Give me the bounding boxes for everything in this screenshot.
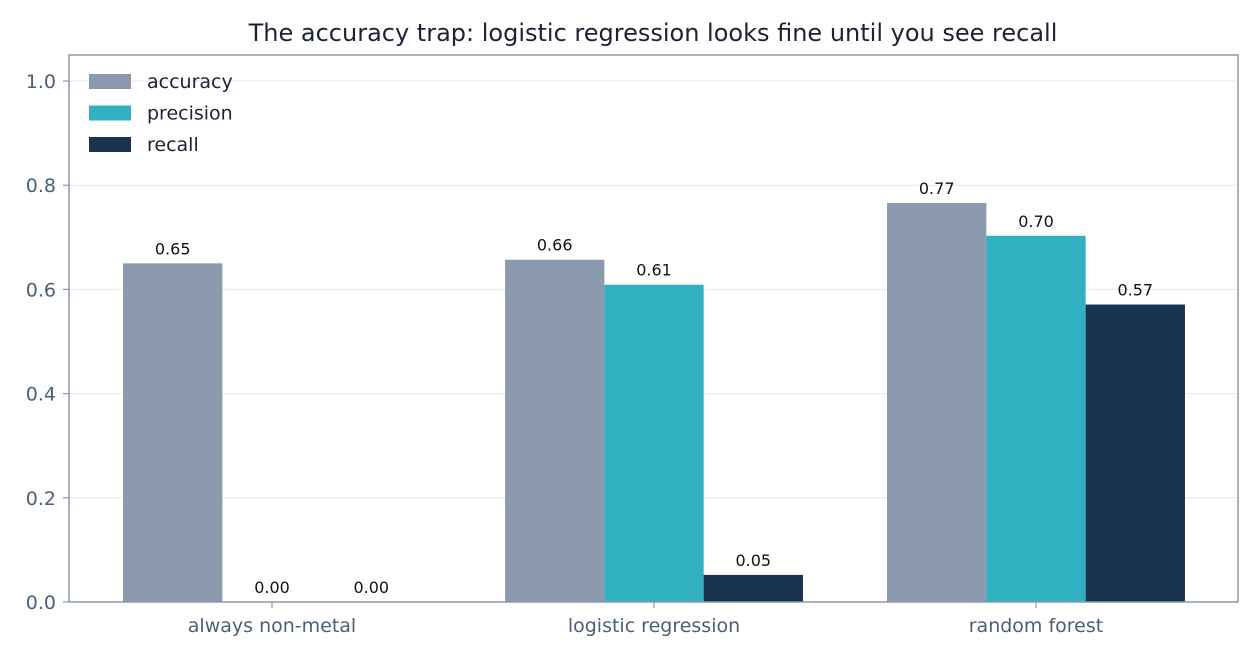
bar-accuracy: [505, 259, 605, 602]
bar-value-label: 0.61: [636, 261, 672, 280]
bar-recall: [703, 574, 803, 602]
legend-swatch-recall: [89, 137, 131, 152]
legend: accuracy precision recall: [89, 71, 233, 156]
x-tick-label: logistic regression: [568, 615, 740, 637]
bar-value-label: 0.05: [735, 551, 771, 570]
bar-value-label: 0.57: [1117, 281, 1153, 300]
legend-swatch-accuracy: [89, 74, 131, 89]
bar-value-label: 0.70: [1018, 212, 1054, 231]
y-tick-label: 0.8: [26, 175, 56, 197]
bar-value-label: 0.65: [155, 239, 191, 258]
bar-value-label: 0.00: [254, 578, 290, 597]
legend-label: precision: [147, 103, 233, 125]
legend-label: recall: [147, 134, 199, 156]
bar-accuracy: [887, 202, 987, 602]
y-tick-label: 0.0: [26, 592, 56, 614]
bar-value-label: 0.66: [537, 236, 573, 255]
y-tick-label: 1.0: [26, 71, 56, 93]
legend-swatch-precision: [89, 105, 131, 121]
bar-value-label: 0.77: [919, 179, 955, 198]
bars: [123, 202, 1185, 602]
bar-recall: [1085, 304, 1185, 602]
bar-labels: 0.65 0.00 0.00 0.66 0.61 0.05 0.77 0.70 0.57: [155, 179, 1153, 597]
x-tick-label: random forest: [969, 615, 1103, 637]
x-tick-label: always non-metal: [188, 615, 356, 637]
bar-value-label: 0.00: [353, 578, 389, 597]
chart-title: The accuracy trap: logistic regression l…: [248, 19, 1058, 47]
bar-accuracy: [123, 263, 223, 602]
y-tick-label: 0.6: [26, 279, 56, 301]
legend-label: accuracy: [147, 71, 233, 93]
bar-precision: [986, 235, 1086, 602]
x-axis: always non-metal logistic regression rando…: [188, 602, 1103, 637]
y-tick-label: 0.2: [26, 488, 56, 510]
bar-precision: [604, 284, 704, 602]
y-tick-label: 0.4: [26, 384, 56, 406]
y-axis: 0.0 0.2 0.4 0.6 0.8 1.0: [26, 71, 69, 614]
